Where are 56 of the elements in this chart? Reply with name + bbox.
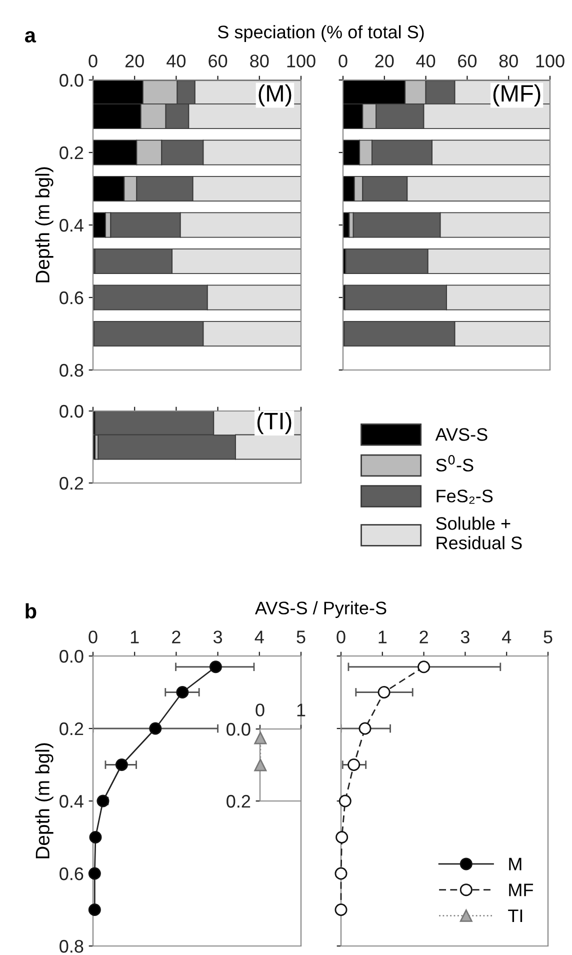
- legend-label: TI: [508, 910, 522, 922]
- y-tick-label: 0.2: [60, 476, 84, 490]
- legend-label: M: [509, 858, 522, 870]
- x-tick-label: 0: [88, 630, 98, 644]
- x-tick-label: 60: [458, 54, 477, 68]
- y-tick-label: 0.4: [60, 794, 84, 808]
- chart-title: b: [26, 603, 36, 619]
- x-tick-label: 0: [88, 54, 98, 68]
- x-tick-label: 0: [338, 54, 348, 68]
- x-tick-label: 80: [250, 54, 269, 68]
- x-axis-title: S speciation (% of total S): [218, 25, 424, 42]
- x-tick-label: 5: [544, 630, 552, 644]
- x-tick-label: 100: [287, 54, 316, 68]
- y-tick-label: 0.0: [60, 650, 84, 663]
- x-tick-label: 0: [336, 630, 346, 644]
- x-tick-label: 2: [172, 630, 180, 644]
- x-tick-label: 20: [125, 54, 144, 68]
- x-tick-label: 3: [213, 630, 222, 644]
- annotation: (MF): [493, 84, 540, 106]
- x-tick-label: 0: [256, 704, 264, 716]
- chart-title: a: [24, 31, 36, 43]
- y-axis-title: Depth (m bgl): [35, 743, 54, 858]
- legend-label: AVS-S: [435, 428, 488, 441]
- x-tick-label: 4: [254, 630, 264, 644]
- x-tick-label: 40: [416, 54, 436, 68]
- legend-label: Soluble + Residual S: [436, 516, 522, 550]
- legend-label: MF: [509, 884, 534, 896]
- x-tick-label: 100: [536, 54, 564, 68]
- y-tick-label: 0.2: [60, 722, 84, 736]
- annotation: (TI): [257, 412, 292, 434]
- y-axis-title: Depth (m bgl): [35, 167, 54, 282]
- x-tick-label: 1: [297, 704, 306, 716]
- legend-label: FeS₂-S: [436, 490, 493, 504]
- y-tick-label: 0.0: [60, 74, 84, 87]
- y-tick-label: 0.8: [60, 364, 84, 377]
- y-tick-label: 0.0: [60, 404, 84, 418]
- x-tick-label: 1: [130, 630, 139, 644]
- y-tick-label: 0.2: [226, 794, 250, 808]
- annotation: (M): [258, 84, 292, 106]
- x-tick-label: 4: [502, 630, 512, 644]
- x-tick-label: 20: [375, 54, 394, 68]
- legend-label: S$^{0}$-S: [436, 455, 474, 472]
- y-tick-label: 0.0: [226, 722, 250, 736]
- y-tick-label: 0.6: [60, 291, 84, 304]
- x-tick-label: 2: [420, 630, 428, 644]
- y-tick-label: 0.4: [60, 218, 84, 232]
- x-tick-label: 1: [378, 630, 387, 644]
- x-tick-label: 60: [208, 54, 228, 68]
- x-axis-title: AVS-S / Pyrite-S: [254, 601, 386, 618]
- y-tick-label: 0.2: [60, 146, 84, 160]
- y-tick-label: 0.8: [60, 940, 84, 953]
- x-tick-label: 3: [460, 630, 470, 644]
- x-tick-label: 40: [166, 54, 186, 68]
- y-tick-label: 0.6: [60, 867, 84, 880]
- x-tick-label: 80: [499, 54, 518, 68]
- x-tick-label: 5: [296, 630, 306, 644]
